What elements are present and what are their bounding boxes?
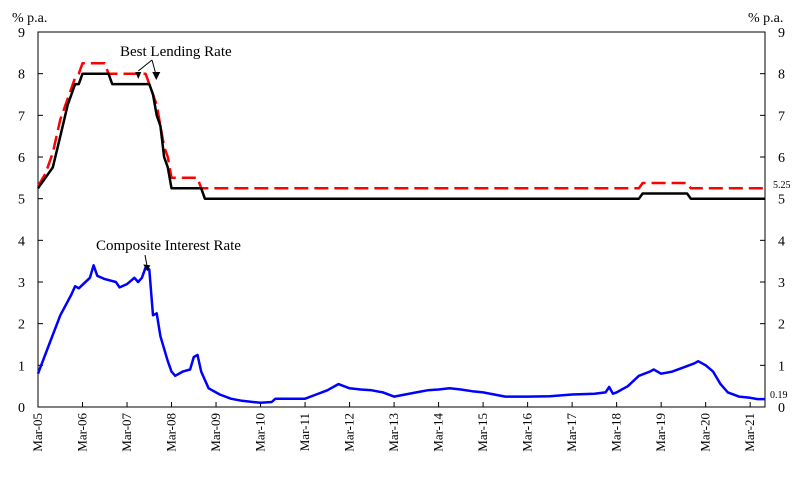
annotation-arrowhead-left: [135, 72, 142, 79]
x-tick-label: Mar-16: [520, 413, 535, 452]
annotation-arrowhead-right: [152, 72, 161, 80]
annotation-arrow-best-lending-right: [151, 59, 156, 73]
series-line-1: [36, 72, 765, 200]
end-value-label-best-lending: 5.25: [773, 180, 791, 191]
y-tick-label-right: 2: [778, 318, 785, 333]
x-tick-label: Mar-19: [653, 413, 668, 452]
y-tick-label-right: 6: [778, 151, 785, 166]
y-tick-label-right: 0: [778, 401, 785, 416]
y-tick-label-right: 1: [778, 359, 785, 374]
y-tick-label-right: 4: [778, 234, 785, 249]
series-layer: [36, 62, 765, 405]
y-tick-label-right: 3: [778, 276, 785, 291]
x-tick-label: Mar-13: [386, 413, 401, 452]
y-tick-label-right: 9: [778, 26, 785, 41]
series-line-0: [36, 62, 765, 190]
annotation-composite-interest-rate: Composite Interest Rate: [96, 238, 241, 254]
x-tick-label: Mar-09: [208, 413, 223, 452]
annotation-arrowhead-composite: [143, 264, 151, 272]
x-tick-label: Mar-05: [30, 413, 45, 452]
x-tick-label: Mar-11: [297, 413, 312, 451]
left-axis-unit-label: % p.a.: [12, 11, 47, 26]
y-tick-label-right: 7: [778, 109, 785, 124]
x-tick-label: Mar-21: [742, 413, 757, 452]
plot-frame: [37, 31, 766, 408]
y-tick-label-left: 6: [18, 151, 25, 166]
end-value-label-composite: 0.19: [770, 390, 788, 401]
annotation-layer: Best Lending Rate Composite Interest Rate…: [96, 44, 791, 401]
x-tick-label: Mar-15: [475, 413, 490, 452]
right-axis-unit-label: % p.a.: [748, 11, 783, 26]
x-tick-label: Mar-06: [75, 413, 90, 452]
x-tick-label: Mar-18: [609, 413, 624, 452]
y-tick-label-left: 5: [18, 193, 25, 208]
y-tick-label-left: 9: [18, 26, 25, 41]
y-tick-label-left: 8: [18, 68, 25, 83]
axes: 0 0 1 1 2 2 3 3 4 4 5 5 6 6 7 7 8 8 9 9 Mar-05 Mar-06 Mar-07 Ma…: [18, 26, 785, 452]
y-tick-label-left: 3: [18, 276, 25, 291]
x-tick-label: Mar-12: [342, 413, 357, 452]
y-tick-label-left: 2: [18, 318, 25, 333]
x-tick-label: Mar-20: [698, 413, 713, 452]
series-line-2: [36, 264, 765, 405]
annotation-best-lending-rate: Best Lending Rate: [120, 44, 232, 60]
annotation-arrow-best-lending-left: [137, 59, 153, 72]
x-tick-label: Mar-17: [564, 413, 579, 452]
y-tick-label-left: 7: [18, 109, 25, 124]
y-tick-label-right: 8: [778, 68, 785, 83]
x-tick-label: Mar-08: [164, 413, 179, 452]
x-tick-label: Mar-07: [119, 413, 134, 452]
y-tick-label-left: 4: [18, 234, 25, 249]
x-tick-label: Mar-10: [253, 413, 268, 452]
y-tick-label-left: 1: [18, 359, 25, 374]
y-tick-label-right: 5: [778, 193, 785, 208]
x-tick-label: Mar-14: [431, 413, 446, 452]
y-tick-label-left: 0: [18, 401, 25, 416]
